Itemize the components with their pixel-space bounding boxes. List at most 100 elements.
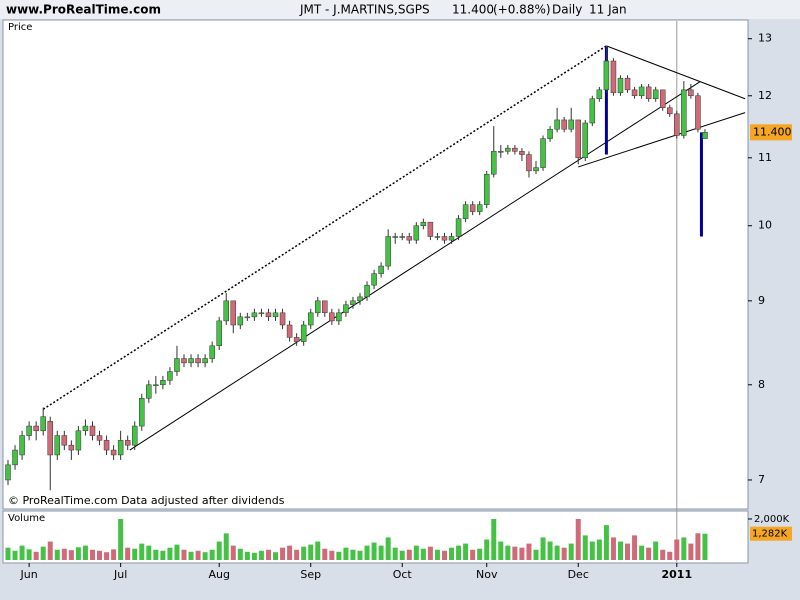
volume-bar: [40, 546, 46, 560]
volume-bar: [603, 525, 609, 560]
price-label: Price: [8, 22, 32, 33]
volume-bar: [244, 551, 250, 560]
candle-body: [343, 304, 349, 314]
candle-body: [322, 300, 328, 314]
volume-bar: [301, 546, 307, 560]
volume-bar: [181, 549, 187, 560]
volume-bar: [554, 545, 560, 560]
volume-bar: [667, 551, 673, 560]
x-tick-label: Dec: [568, 568, 589, 581]
candle-body: [300, 324, 307, 342]
candle-body: [667, 107, 673, 115]
volume-bar: [195, 550, 201, 560]
volume-bar: [118, 518, 124, 560]
last-price: 11.400: [452, 3, 494, 17]
candle-body: [434, 236, 441, 238]
header-bar: [0, 0, 800, 19]
site-name[interactable]: www.ProRealTime.com: [6, 3, 161, 17]
candle-body: [131, 425, 138, 446]
y-tick-label: 8: [758, 378, 765, 391]
candle-body: [293, 337, 300, 342]
candle-body: [385, 236, 391, 267]
x-tick-label: Jul: [113, 568, 127, 581]
candle-body: [174, 358, 180, 372]
volume-bar: [568, 543, 574, 560]
volume-bar: [68, 550, 74, 560]
candle-body: [181, 358, 187, 364]
volume-bar: [160, 550, 166, 560]
volume-bar: [526, 543, 532, 560]
candle-body: [167, 371, 173, 381]
volume-bar: [5, 547, 11, 560]
volume-bar: [681, 537, 687, 560]
last-volume-box: [750, 526, 792, 541]
candle-body: [582, 122, 589, 159]
candle-body: [286, 324, 293, 338]
volume-bar: [639, 545, 645, 560]
volume-bar: [139, 543, 145, 560]
volume-bar: [146, 545, 152, 560]
last-price-label: 11.400: [753, 125, 792, 138]
y-tick-label: 11: [758, 151, 772, 164]
candle-body: [589, 98, 596, 124]
volume-bar: [646, 547, 652, 560]
candle-body: [82, 425, 89, 432]
volume-bar: [329, 550, 335, 560]
candle-body: [505, 147, 511, 152]
volume-bar: [97, 550, 103, 560]
candle-body: [688, 89, 694, 97]
y-tick-label: 10: [758, 219, 772, 232]
candle-body: [659, 89, 666, 109]
trendline: [606, 45, 746, 100]
candle-body: [681, 89, 687, 136]
last-price-box: [750, 124, 792, 141]
candle-body: [146, 384, 152, 399]
candle-body: [420, 221, 427, 226]
candle-body: [47, 421, 53, 456]
candle-body: [33, 425, 39, 432]
x-tick-label: Jun: [20, 568, 38, 581]
y-tick-label: 13: [758, 32, 772, 45]
volume-bar: [456, 545, 462, 560]
candle-body: [40, 416, 46, 432]
candle-body: [223, 300, 229, 322]
candle-body: [491, 151, 497, 175]
candle-body: [329, 312, 335, 322]
candle-body: [89, 425, 96, 436]
candle-body: [103, 440, 110, 451]
x-tick-label: Oct: [393, 568, 413, 581]
volume-bar: [273, 552, 279, 560]
candle-body: [12, 449, 18, 466]
candle-body: [357, 296, 363, 302]
volume-bar: [82, 545, 88, 560]
candle-body: [526, 154, 532, 172]
volume-bar: [258, 550, 264, 560]
period: Daily: [552, 3, 582, 17]
candle-body: [596, 89, 603, 99]
volume-bar: [89, 549, 95, 560]
volume-bar: [26, 549, 32, 560]
candle-body: [244, 316, 251, 319]
volume-bar: [202, 552, 208, 560]
volume-bar: [294, 549, 300, 560]
volume-bar: [167, 547, 173, 560]
volume-bar: [33, 551, 39, 560]
candle-body: [188, 358, 194, 364]
trendline: [578, 112, 746, 168]
volume-bar: [660, 549, 666, 560]
volume-bar: [610, 537, 616, 560]
candle-body: [124, 440, 131, 446]
candle-body: [307, 312, 314, 326]
candle-body: [153, 384, 159, 387]
candle-body: [279, 312, 286, 326]
volume-bar: [484, 539, 490, 560]
volume-bar: [188, 551, 194, 560]
volume-bar: [463, 543, 469, 560]
volume-bar: [582, 535, 588, 560]
volume-bar: [385, 537, 391, 560]
last-volume-label: 1,282K: [752, 529, 788, 540]
candle-body: [237, 316, 244, 326]
candle-body: [19, 435, 25, 456]
candle-body: [554, 119, 560, 130]
volume-bar: [702, 533, 708, 560]
